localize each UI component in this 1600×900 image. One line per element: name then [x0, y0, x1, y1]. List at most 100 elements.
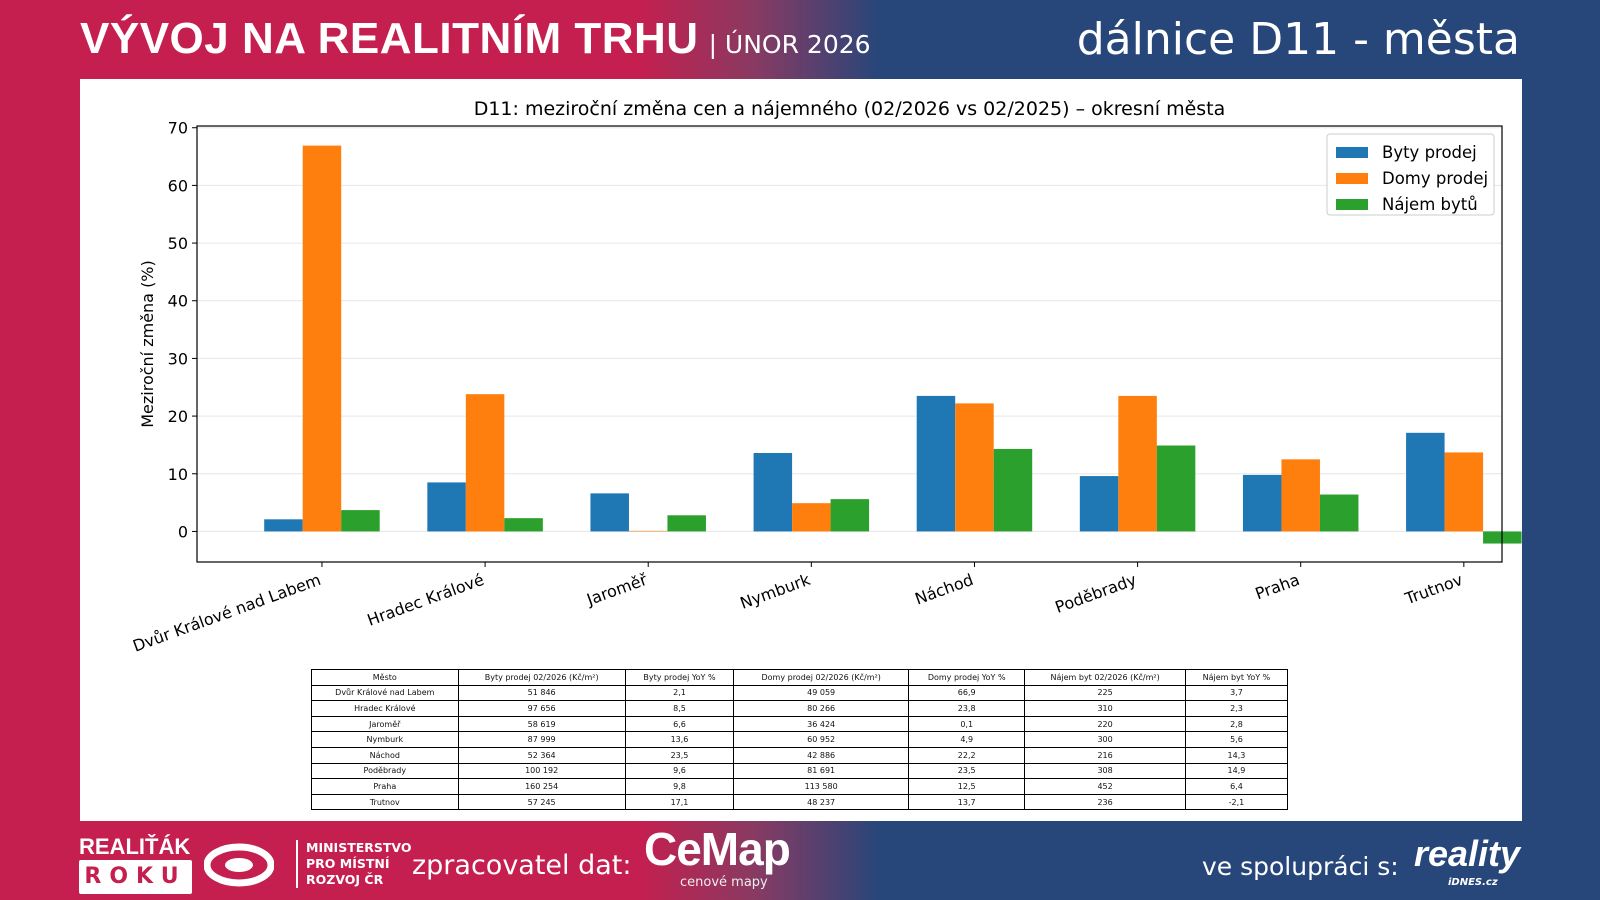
table-header-cell: Domy prodej 02/2026 (Kč/m²) — [733, 669, 910, 686]
table-cell: 6,4 — [1184, 778, 1289, 795]
table-cell: 14,9 — [1184, 762, 1289, 780]
bar-nájem-bytů — [1156, 445, 1196, 532]
legend-swatch — [1336, 147, 1368, 158]
table-cell: 236 — [1024, 793, 1186, 811]
table-cell: 160 254 — [457, 778, 626, 795]
y-tick-label: 60 — [168, 176, 188, 195]
table-cell: 9,6 — [624, 762, 735, 780]
legend-swatch — [1336, 173, 1368, 184]
x-tick-label: Hradec Králové — [365, 570, 487, 630]
table-cell: Náchod — [311, 746, 459, 764]
table-cell: 97 656 — [457, 700, 626, 717]
table-cell: 9,8 — [624, 778, 735, 795]
bar-byty-prodej — [1406, 432, 1445, 532]
table-cell: 225 — [1024, 684, 1186, 702]
table-row: Praha 160 254 9,8 113 580 12,5 452 6,4 — [311, 778, 1289, 795]
table-cell: 49 059 — [733, 684, 910, 702]
table-cell: 4,9 — [908, 731, 1026, 748]
bar-byty-prodej — [1079, 476, 1119, 532]
x-tick-label: Nymburk — [737, 570, 813, 613]
table-cell: 5,6 — [1184, 731, 1289, 748]
header-left: VÝVOJ NA REALITNÍM TRHU | ÚNOR 2026 — [80, 14, 871, 64]
bar-byty-prodej — [427, 482, 466, 532]
table-cell: 2,1 — [624, 684, 735, 702]
bar-domy-prodej — [1281, 459, 1320, 532]
table-cell: 23,5 — [624, 746, 735, 764]
table-cell: 2,3 — [1184, 700, 1289, 717]
bar-byty-prodej — [1242, 474, 1282, 532]
cemap-subtitle: cenové mapy — [680, 875, 768, 890]
table-cell: 6,6 — [624, 715, 735, 733]
table-row: Poděbrady 100 192 9,6 81 691 23,5 308 14,9 — [311, 762, 1289, 780]
table-cell: 51 846 — [457, 684, 626, 702]
table-cell: 310 — [1024, 700, 1186, 717]
table-cell: 300 — [1024, 731, 1186, 748]
table-row: Dvůr Králové nad Labem 51 846 2,1 49 059 66,… — [311, 684, 1289, 702]
y-tick-label: 0 — [178, 522, 188, 541]
table-cell: 23,5 — [908, 762, 1026, 780]
table-cell: 23,8 — [908, 700, 1026, 717]
table-cell: -2,1 — [1184, 793, 1289, 811]
table-cell: Nymburk — [311, 731, 459, 748]
table-cell: 12,5 — [908, 778, 1026, 795]
partner-label: ve spolupráci s: — [1202, 852, 1399, 881]
roku-logo-text: ROKU — [79, 860, 192, 894]
idnes-logo: iDNES.cz — [1448, 877, 1498, 888]
header-subtitle: | ÚNOR 2026 — [708, 30, 871, 59]
table-row: Jaroměř 58 619 6,6 36 424 0,1 220 2,8 — [311, 715, 1289, 733]
bar-domy-prodej — [628, 530, 668, 532]
table-row: Náchod 52 364 23,5 42 886 22,2 216 14,3 — [311, 746, 1289, 764]
table-cell: 3,7 — [1184, 684, 1289, 702]
table-cell: 452 — [1024, 778, 1186, 795]
bar-domy-prodej — [1444, 452, 1484, 532]
ministry-name: MINISTERSTVO PRO MÍSTNÍ ROZVOJ ČR — [296, 840, 412, 888]
table-cell: 42 886 — [733, 746, 910, 764]
bar-byty-prodej — [264, 519, 303, 532]
y-tick-label: 30 — [168, 349, 188, 368]
bar-domy-prodej — [302, 145, 342, 532]
table-cell: 13,7 — [908, 793, 1026, 811]
table-cell: 81 691 — [733, 762, 910, 780]
data-table: Město Byty prodej 02/2026 (Kč/m²) Byty pro… — [311, 669, 1289, 811]
bar-byty-prodej — [590, 493, 629, 532]
table-cell: Hradec Králové — [311, 700, 459, 717]
header-title: VÝVOJ NA REALITNÍM TRHU — [80, 14, 699, 63]
table-cell: 57 245 — [457, 793, 626, 811]
table-cell: 100 192 — [457, 762, 626, 780]
bar-domy-prodej — [1118, 395, 1157, 532]
legend-label: Byty prodej — [1382, 143, 1477, 162]
table-cell: 48 237 — [733, 793, 910, 811]
table-cell: 22,2 — [908, 746, 1026, 764]
legend-box — [1326, 133, 1495, 216]
ministry-line: ROZVOJ ČR — [306, 872, 384, 887]
x-tick-label: Praha — [1253, 570, 1302, 603]
plot-frame — [196, 125, 1503, 563]
x-tick-label: Jaroměř — [583, 570, 650, 610]
table-cell: 36 424 — [733, 715, 910, 733]
table-cell: 52 364 — [457, 746, 626, 764]
legend-swatch — [1336, 199, 1368, 210]
table-cell: 60 952 — [733, 731, 910, 748]
processor-label: zpracovatel dat: — [412, 850, 632, 881]
bar-nájem-bytů — [504, 518, 543, 532]
y-tick-label: 10 — [168, 465, 188, 484]
table-cell: Dvůr Králové nad Labem — [311, 684, 459, 702]
cemap-logo: CeMap — [644, 823, 791, 875]
table-cell: 14,3 — [1184, 746, 1289, 764]
table-cell: 80 266 — [733, 700, 910, 717]
chart-title: D11: meziroční změna cen a nájemného (02… — [474, 98, 1226, 120]
bar-nájem-bytů — [1319, 494, 1359, 532]
table-header-cell: Nájem byt YoY % — [1184, 669, 1289, 686]
bar-domy-prodej — [792, 503, 831, 532]
table-cell: Jaroměř — [311, 715, 459, 733]
y-tick-label: 70 — [168, 119, 188, 138]
x-tick-label: Náchod — [912, 570, 975, 609]
realitak-logo-text: REALIŤÁK — [79, 834, 191, 859]
bar-nájem-bytů — [830, 499, 870, 532]
table-cell: Praha — [311, 778, 459, 795]
table-header-cell: Byty prodej 02/2026 (Kč/m²) — [457, 669, 626, 686]
table-cell: Poděbrady — [311, 762, 459, 780]
y-tick-label: 40 — [168, 292, 188, 311]
table-header-cell: Domy prodej YoY % — [908, 669, 1026, 686]
